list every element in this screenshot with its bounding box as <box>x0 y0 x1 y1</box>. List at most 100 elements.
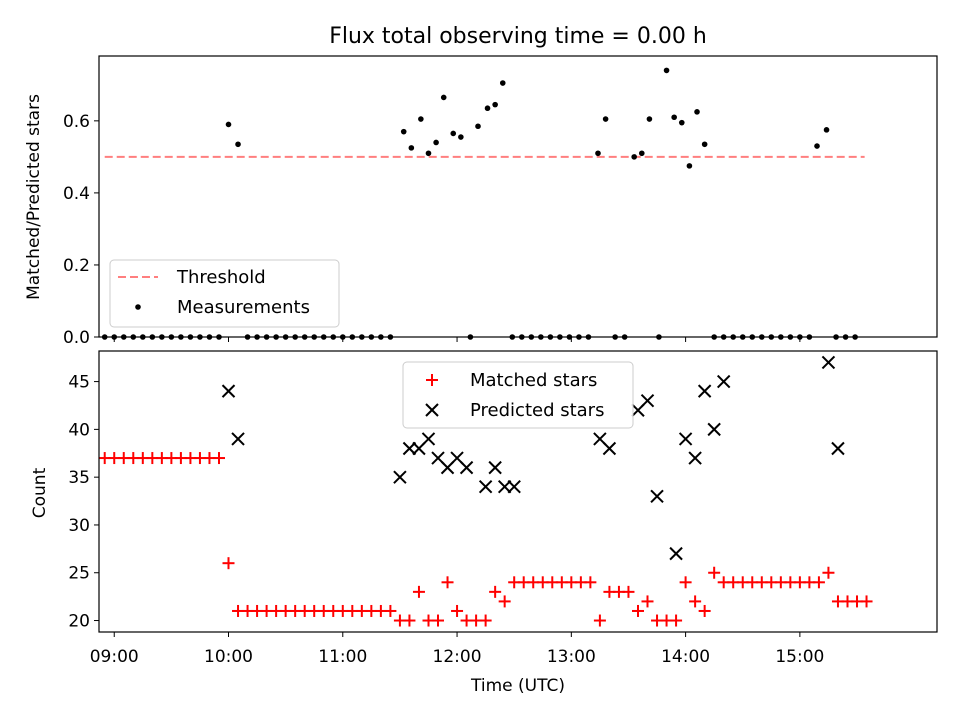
measurement-point <box>663 67 670 74</box>
measurement-point <box>475 123 481 130</box>
count-y-tick-label: 30 <box>68 516 90 536</box>
matched-star-point <box>498 595 511 608</box>
measurement-point <box>400 128 407 135</box>
time-x-tick-label: 10:00 <box>204 647 253 667</box>
predicted-star-point <box>650 489 664 503</box>
matched-star-point <box>441 576 454 589</box>
predicted-star-point <box>221 384 236 398</box>
predicted-star-point <box>716 374 731 389</box>
matched-star-point <box>698 604 711 617</box>
time-x-axis-label: Time (UTC) <box>470 676 565 696</box>
ratio-panel: 0.0 0.2 0.4 0.6 Matched/Predicted stars Thr… <box>24 55 938 348</box>
measurement-point <box>646 116 653 122</box>
count-y-ticks: 20 25 30 35 40 45 <box>68 373 99 632</box>
ratio-y-axis-label: Matched/Predicted stars <box>24 94 44 300</box>
measurement-point <box>678 119 685 126</box>
ratio-y-tick-label: 0.2 <box>63 256 90 276</box>
time-x-ticks: 09:00 10:00 11:00 12:00 13:00 14:00 15:00 <box>90 632 824 667</box>
predicted-star-point <box>821 355 836 370</box>
matched-star-point <box>403 614 416 627</box>
predicted-star-point <box>697 384 712 398</box>
ratio-axes-frame <box>98 55 938 338</box>
measurements-legend-swatch <box>135 304 141 310</box>
predicted-star-point <box>602 441 617 456</box>
threshold-legend-label: Threshold <box>176 267 266 288</box>
measurement-point <box>433 139 439 146</box>
measurement-point <box>694 109 700 115</box>
predicted-star-point <box>669 546 683 561</box>
count-legend-box <box>402 361 634 429</box>
matched-star-point <box>432 614 445 627</box>
predicted-legend-label: Predicted stars <box>470 400 604 421</box>
count-axes-frame <box>98 350 938 633</box>
matched-legend-label: Matched stars <box>470 370 597 391</box>
count-y-axis-label: Count <box>30 467 50 518</box>
measurement-point <box>425 150 432 157</box>
measurements-legend-label: Measurements <box>177 297 310 318</box>
count-y-tick-label: 25 <box>68 564 90 584</box>
time-x-tick-label: 13:00 <box>547 647 596 667</box>
matched-star-point <box>384 604 397 617</box>
predicted-star-point <box>640 393 655 408</box>
matched-star-point <box>479 614 492 627</box>
predicted-star-point <box>831 441 845 456</box>
ratio-legend: Threshold Measurements <box>109 259 340 328</box>
measurement-point <box>638 150 645 157</box>
measurement-point <box>235 141 241 148</box>
matched-star-point <box>812 576 825 589</box>
predicted-star-point <box>402 441 417 456</box>
measurement-point <box>450 130 457 137</box>
predicted-legend-swatch <box>425 403 439 417</box>
time-x-tick-label: 15:00 <box>775 647 824 667</box>
measurement-point <box>499 80 506 86</box>
matched-star-point <box>641 595 654 608</box>
ratio-y-tick-label: 0.0 <box>63 328 90 348</box>
ratio-y-ticks: 0.0 0.2 0.4 0.6 <box>63 112 801 348</box>
measurement-point <box>492 101 498 108</box>
measurement-point <box>595 150 601 157</box>
predicted-star-point <box>459 460 474 475</box>
predicted-star-point <box>497 480 512 494</box>
count-y-tick-label: 35 <box>68 468 90 488</box>
matched-star-point <box>584 576 597 589</box>
predicted-star-point <box>393 470 407 484</box>
measurement-point <box>823 127 830 133</box>
matched-star-point <box>489 585 502 598</box>
measurement-point <box>458 134 464 140</box>
matched-star-point <box>631 604 644 617</box>
predicted-star-point <box>488 460 502 475</box>
matched-star-point <box>689 595 702 608</box>
ratio-marks <box>101 67 865 340</box>
matched-star-point <box>222 557 235 570</box>
matched-star-point <box>622 585 635 598</box>
time-x-tick-label: 12:00 <box>433 647 482 667</box>
measurement-point <box>408 145 415 151</box>
predicted-star-point <box>707 422 721 437</box>
matched-star-point <box>708 566 721 579</box>
time-x-tick-label: 14:00 <box>661 647 710 667</box>
matched-star-point <box>451 604 464 617</box>
measurement-point <box>484 105 491 112</box>
matched-star-point <box>670 614 683 627</box>
matched-star-point <box>860 595 873 608</box>
matched-star-point <box>679 576 692 589</box>
measurement-point <box>225 121 232 128</box>
measurement-point <box>631 154 637 160</box>
matched-star-point <box>412 585 425 598</box>
count-panel: 20 25 30 35 40 45 09:00 10:00 11:00 12:00 13:00 14… <box>30 350 938 696</box>
time-x-tick-label: 11:00 <box>318 647 367 667</box>
predicted-star-point <box>678 432 693 446</box>
measurement-point <box>701 141 708 148</box>
matched-star-point <box>593 614 606 627</box>
chart-title: Flux total observing time = 0.00 h <box>329 24 707 49</box>
predicted-star-point <box>231 432 245 446</box>
ratio-y-tick-label: 0.4 <box>63 184 90 204</box>
predicted-star-point <box>421 432 436 446</box>
measurement-point <box>686 163 693 169</box>
measurement-point <box>440 94 447 101</box>
measurement-point <box>602 116 609 122</box>
count-y-tick-label: 20 <box>68 612 90 632</box>
matched-legend-swatch <box>426 374 438 386</box>
count-y-tick-label: 45 <box>68 373 90 393</box>
